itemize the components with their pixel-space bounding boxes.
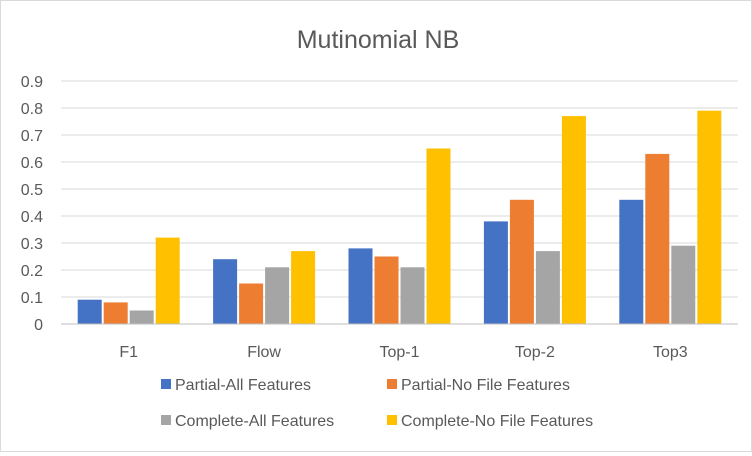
y-tick-label: 0 [34, 317, 43, 334]
legend-label: Complete-All Features [175, 413, 334, 430]
bar-top-1-series-4 [426, 148, 451, 324]
bar-top-2-series-4 [561, 116, 586, 324]
y-axis: 0 0.1 0.2 0.3 0.4 0.5 0.6 0.7 0.8 0.9 [21, 74, 43, 334]
bar-f1-series-4 [155, 237, 180, 324]
bar-flow-series-3 [265, 267, 290, 324]
y-tick-label: 0.5 [21, 182, 43, 199]
legend-swatch [387, 415, 397, 425]
bar-top-2-series-3 [535, 251, 560, 324]
legend-swatch [161, 379, 171, 389]
legend: Partial-All Features Partial-No File Feat… [161, 377, 593, 430]
y-tick-label: 0.4 [21, 209, 43, 226]
y-tick-label: 0.2 [21, 263, 43, 280]
bar-f1-series-1 [77, 299, 102, 324]
x-axis: F1 Flow Top-1 Top-2 Top3 [61, 323, 738, 361]
legend-label: Partial-All Features [175, 377, 311, 394]
legend-label: Complete-No File Features [401, 413, 593, 430]
bar-top3-series-1 [619, 199, 644, 324]
bar-flow-series-4 [291, 251, 316, 324]
y-tick-label: 0.6 [21, 155, 43, 172]
bar-top-2-series-1 [483, 221, 508, 324]
bar-top-2-series-2 [509, 199, 534, 324]
bar-top3-series-4 [697, 110, 722, 324]
x-tick-label: Flow [247, 344, 281, 361]
y-tick-label: 0.7 [21, 128, 43, 145]
bar-top-1-series-1 [348, 248, 373, 324]
y-tick-label: 0.3 [21, 236, 43, 253]
bar-f1-series-3 [129, 310, 154, 324]
bar-flow-series-1 [213, 259, 238, 324]
bar-top3-series-2 [645, 153, 670, 324]
bar-top3-series-3 [671, 245, 696, 324]
bar-top-1-series-2 [374, 256, 399, 324]
x-tick-label: Top-1 [379, 344, 419, 361]
legend-label: Partial-No File Features [401, 377, 570, 394]
bars [77, 110, 722, 324]
bar-top-1-series-3 [400, 267, 425, 324]
bar-flow-series-2 [239, 283, 264, 324]
x-tick-label: Top-2 [515, 344, 555, 361]
x-tick-label: Top3 [653, 344, 688, 361]
y-tick-label: 0.1 [21, 290, 43, 307]
y-tick-label: 0.9 [21, 74, 43, 91]
legend-swatch [161, 415, 171, 425]
chart-title: Mutinomial NB [297, 26, 460, 54]
legend-swatch [387, 379, 397, 389]
y-tick-label: 0.8 [21, 101, 43, 118]
bar-f1-series-2 [103, 302, 128, 324]
x-tick-label: F1 [119, 344, 138, 361]
